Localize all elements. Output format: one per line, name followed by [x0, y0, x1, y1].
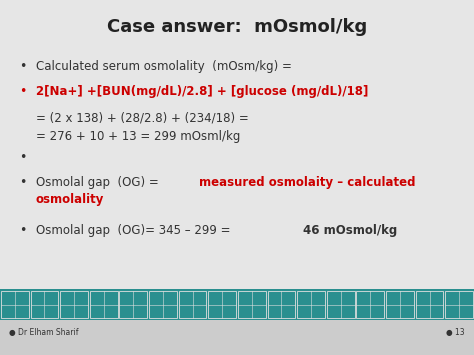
Bar — [119, 291, 147, 318]
Text: measured osmolaity – calculated: measured osmolaity – calculated — [199, 176, 416, 189]
Bar — [209, 291, 236, 318]
Bar — [30, 291, 58, 318]
Bar — [90, 291, 118, 318]
Bar — [416, 291, 443, 318]
Bar — [238, 291, 265, 318]
Text: Calculated serum osmolality  (mOsm/kg) =: Calculated serum osmolality (mOsm/kg) = — [36, 60, 292, 73]
Text: •: • — [19, 151, 27, 164]
Text: = (2 x 138) + (28/2.8) + (234/18) =: = (2 x 138) + (28/2.8) + (234/18) = — [36, 112, 248, 125]
Bar — [0, 320, 474, 355]
Bar — [0, 289, 474, 320]
Text: 46 mOsmol/kg: 46 mOsmol/kg — [303, 224, 398, 237]
Bar — [327, 291, 355, 318]
Text: Osmolal gap  (OG) =: Osmolal gap (OG) = — [36, 176, 162, 189]
Text: •: • — [19, 60, 27, 73]
Text: •: • — [19, 85, 27, 98]
Bar — [386, 291, 414, 318]
Text: •: • — [19, 176, 27, 189]
Bar — [149, 291, 177, 318]
Bar — [1, 291, 28, 318]
Bar — [179, 291, 207, 318]
Text: Case answer:  mOsmol/kg: Case answer: mOsmol/kg — [107, 18, 367, 36]
Text: 2[Na+] +[BUN(mg/dL)/2.8] + [glucose (mg/dL)/18]: 2[Na+] +[BUN(mg/dL)/2.8] + [glucose (mg/… — [36, 85, 368, 98]
Text: = 276 + 10 + 13 = 299 mOsml/kg: = 276 + 10 + 13 = 299 mOsml/kg — [36, 130, 240, 143]
Bar — [356, 291, 384, 318]
Text: •: • — [19, 224, 27, 237]
Text: Osmolal gap  (OG)= 345 – 299 =: Osmolal gap (OG)= 345 – 299 = — [36, 224, 234, 237]
Bar — [445, 291, 473, 318]
Text: ● Dr Elham Sharif: ● Dr Elham Sharif — [9, 328, 79, 337]
Bar — [60, 291, 88, 318]
Text: ● 13: ● 13 — [446, 328, 465, 337]
Text: osmolality: osmolality — [36, 193, 104, 207]
Bar — [267, 291, 295, 318]
Bar — [297, 291, 325, 318]
